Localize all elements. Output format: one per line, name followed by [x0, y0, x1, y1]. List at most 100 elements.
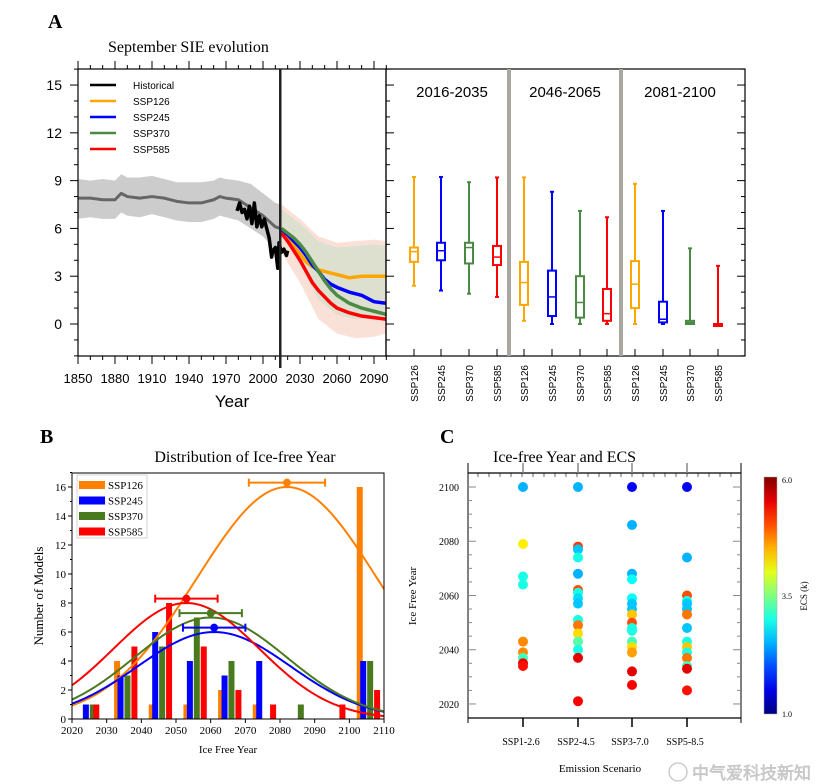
- y-tick-label-a: 6: [54, 220, 62, 236]
- x-tick-label-b: 2090: [304, 725, 327, 737]
- box-category-label: SSP585: [714, 365, 725, 402]
- y-tick-label-b: 6: [61, 627, 67, 639]
- box-category-label: SSP370: [576, 365, 587, 402]
- scatter-point: [518, 571, 528, 582]
- box-category-label: SSP126: [631, 365, 642, 402]
- y-tick-label-b: 12: [55, 540, 66, 552]
- box-ssp126: [519, 260, 529, 306]
- x-axis-label-a: Year: [215, 392, 250, 411]
- box-ssp245: [658, 300, 668, 324]
- legend-label-ssp585: SSP585: [108, 527, 143, 539]
- scatter-point: [627, 519, 637, 530]
- scatter-point: [627, 574, 637, 585]
- x-tick-label-a: 2000: [249, 371, 278, 386]
- scatter-point: [573, 644, 583, 655]
- x-tick-label-a: 1880: [101, 371, 130, 386]
- y-tick-label-c: 2100: [439, 483, 459, 494]
- x-tick-label-a: 2030: [286, 371, 315, 386]
- scatter-point: [573, 696, 583, 707]
- scatter-point: [518, 660, 528, 671]
- x-tick-label-b: 2020: [61, 725, 84, 737]
- histogram-bar-ssp245: [186, 661, 193, 719]
- box-category-label: SSP370: [465, 365, 476, 402]
- legend-swatch-ssp370: [79, 512, 105, 520]
- period-title: 2081-2100: [644, 84, 716, 101]
- y-tick-label-a: 0: [54, 316, 62, 332]
- x-tick-label-a: 2090: [360, 371, 389, 386]
- histogram-bar-ssp585: [374, 690, 381, 719]
- histogram-bar-ssp370: [297, 704, 304, 719]
- box-category-label: SSP370: [686, 365, 697, 402]
- legend-label-ssp370: SSP370: [133, 129, 170, 140]
- histogram-bar-ssp585: [339, 704, 346, 719]
- scatter-point: [573, 544, 583, 555]
- legend-swatch-ssp245: [79, 496, 105, 505]
- histogram-bar-ssp126: [148, 704, 155, 719]
- scatter-point: [573, 620, 583, 631]
- panel-letter-b: B: [40, 426, 53, 448]
- x-tick-label-a: 1910: [138, 371, 167, 386]
- scatter-point: [682, 552, 692, 563]
- chart-title-b: Distribution of Ice-free Year: [154, 449, 336, 466]
- histogram-bar-ssp245: [152, 632, 159, 719]
- box-category-label: SSP245: [659, 365, 670, 402]
- y-tick-label-b: 0: [61, 714, 67, 726]
- y-tick-label-b: 14: [55, 511, 67, 523]
- histogram-bar-ssp245: [256, 661, 263, 719]
- histogram-bar-ssp585: [93, 704, 100, 719]
- fit-curve-ssp126: [71, 486, 385, 707]
- box-category-label: SSP585: [493, 365, 504, 402]
- y-tick-label-a: 12: [46, 125, 62, 141]
- fit-curve-ssp585: [71, 602, 385, 718]
- x-tick-label-b: 2050: [165, 725, 188, 737]
- scatter-point: [682, 663, 692, 674]
- colorbar-tick-label: 1.0: [782, 710, 792, 719]
- future-spread-band-ssp370: [281, 209, 387, 320]
- histogram-bar-ssp585: [166, 603, 173, 719]
- legend-label-ssp585: SSP585: [133, 145, 170, 156]
- box-ssp585: [492, 244, 502, 267]
- x-axis-label-c: Emission Scenario: [559, 763, 642, 775]
- category-label-c: SSP1-2.6: [502, 737, 540, 748]
- legend-label-ssp370: SSP370: [108, 511, 143, 523]
- scatter-point: [627, 647, 637, 658]
- histogram-bar-ssp585: [235, 690, 242, 719]
- box-category-label: SSP245: [437, 365, 448, 402]
- scatter-point: [518, 636, 528, 647]
- x-tick-label-b: 2040: [130, 725, 153, 737]
- box-ssp585: [602, 287, 612, 322]
- histogram-bar-ssp245: [221, 675, 228, 719]
- scatter-point: [682, 482, 692, 492]
- y-tick-label-b: 2: [61, 685, 67, 697]
- scatter-point: [573, 482, 583, 492]
- legend-swatch-ssp126: [79, 481, 105, 489]
- colorbar-label: ECS (k): [799, 581, 809, 610]
- scatter-point: [682, 609, 692, 620]
- scatter-point: [573, 652, 583, 663]
- x-tick-label-a: 2060: [323, 371, 352, 386]
- scatter-point: [573, 628, 583, 639]
- legend-label-ssp126: SSP126: [108, 480, 143, 492]
- colorbar-tick-label: 6.0: [782, 476, 792, 485]
- legend-label-ssp126: SSP126: [133, 97, 170, 108]
- panel-letter-a: A: [48, 11, 63, 33]
- histogram-bar-ssp126: [356, 487, 363, 719]
- colorbar-tick-label: 3.5: [782, 592, 792, 601]
- histogram-bar-ssp126: [252, 704, 259, 719]
- category-label-c: SSP2-4.5: [557, 737, 595, 748]
- y-axis-label-c: Ice Free Year: [407, 566, 419, 625]
- box-ssp370: [575, 275, 585, 319]
- y-tick-label-b: 8: [61, 598, 67, 610]
- mean-marker-ssp585: [182, 594, 191, 603]
- mean-marker-ssp245: [210, 623, 219, 632]
- scatter-point: [573, 568, 583, 579]
- legend-swatch-ssp585: [79, 527, 105, 536]
- scatter-point: [627, 625, 637, 636]
- y-tick-label-c: 2060: [439, 591, 459, 602]
- series-line-ssp585: [280, 232, 387, 321]
- y-axis-label-b: Number of Models: [31, 547, 46, 646]
- y-tick-label-b: 10: [55, 569, 67, 581]
- scatter-point: [682, 685, 692, 696]
- histogram-bar-ssp370: [367, 661, 374, 719]
